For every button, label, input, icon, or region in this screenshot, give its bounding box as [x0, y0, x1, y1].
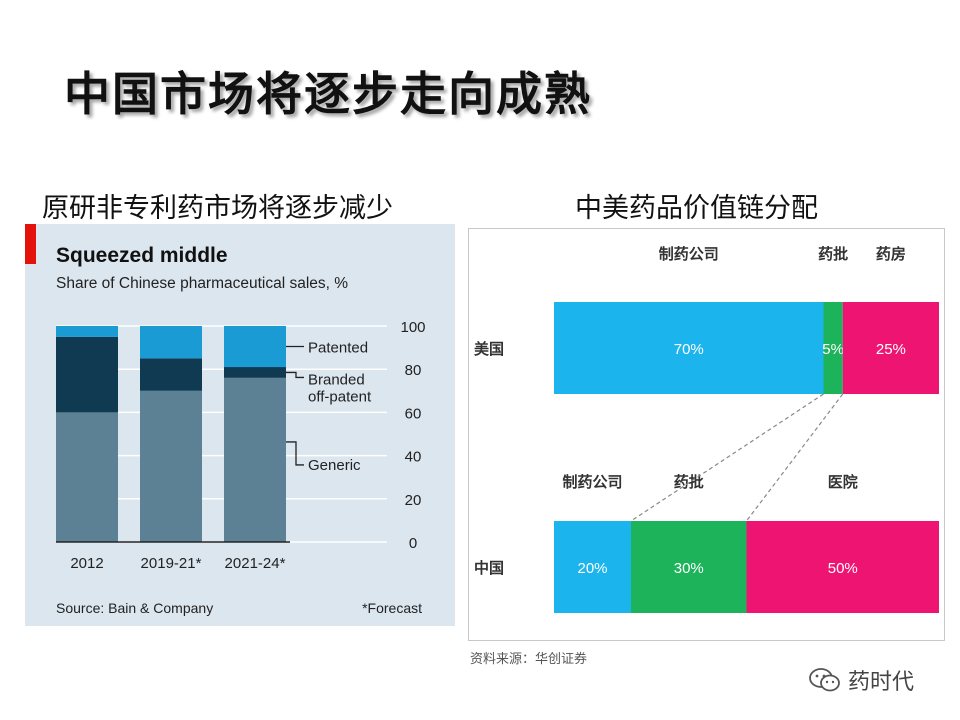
segment-value-label: 30% — [674, 560, 704, 577]
right-chart-source: 资料来源：华创证券 — [470, 652, 588, 667]
bar-segment — [224, 367, 286, 378]
segment-name-label: 药批 — [674, 473, 704, 491]
segment-value-label: 70% — [674, 341, 704, 358]
value-chain-chart: 美国 70% 制药公司 5% 药批 25% 药房中国 20% 制药公司 30% 药批 50% 医院 — [468, 228, 945, 641]
row-label: 美国 — [474, 340, 504, 358]
segment-name-label: 制药公司 — [659, 245, 719, 263]
bar-segment — [746, 521, 939, 613]
segment-value-label: 20% — [577, 560, 607, 577]
bar-segment — [554, 521, 631, 613]
squeezed-middle-chart: Squeezed middle Share of Chinese pharmac… — [25, 224, 455, 626]
legend-label: Patented — [308, 340, 368, 357]
legend-leader — [286, 441, 304, 466]
y-tick-label: 0 — [409, 535, 417, 552]
plot-area: 0 20 40 60 80 100 2012 2019-21* 2021-24* Patented… — [56, 319, 426, 572]
right-chart-heading: 中美药品价值链分配 — [575, 193, 818, 224]
bar-segment — [554, 302, 824, 394]
chart-source: Source: Bain & Company — [56, 600, 213, 616]
bar-segment — [56, 412, 118, 542]
bar-segment — [224, 377, 286, 542]
x-tick-label: 2021-24* — [225, 555, 286, 572]
chart-title: Squeezed middle — [56, 244, 228, 267]
segment-name-label: 医院 — [828, 473, 858, 491]
bar-segment — [823, 302, 843, 394]
slide-title: 中国市场将逐步走向成熟 — [64, 67, 592, 121]
connector-line — [746, 393, 844, 522]
bar-segment — [140, 390, 202, 542]
watermark: 药时代 — [808, 664, 914, 696]
legend-label: Generic — [308, 457, 361, 474]
x-tick-label: 2019-21* — [141, 555, 202, 572]
segment-value-label: 5% — [822, 341, 844, 358]
bar-segment — [224, 326, 286, 368]
left-chart-heading: 原研非专利药市场将逐步减少 — [42, 193, 393, 224]
bar-segment — [631, 521, 747, 613]
legend-label: Branded off-patent — [308, 371, 372, 405]
y-tick-label: 60 — [405, 405, 422, 422]
y-tick-label: 100 — [400, 319, 425, 336]
segment-value-label: 25% — [876, 341, 906, 358]
row-label: 中国 — [474, 559, 504, 577]
y-tick-label: 20 — [405, 492, 422, 509]
y-tick-label: 80 — [405, 362, 422, 379]
bar-segment — [842, 302, 939, 394]
chart-note: *Forecast — [362, 600, 422, 616]
red-accent-bar — [25, 224, 36, 264]
legend-leader — [286, 371, 304, 379]
watermark-text: 药时代 — [848, 670, 915, 695]
bar-segment — [56, 326, 118, 337]
y-tick-label: 40 — [405, 449, 422, 466]
x-tick-label: 2012 — [70, 555, 103, 572]
segment-name-label: 药房 — [876, 245, 906, 263]
connector-line — [630, 393, 824, 522]
wechat-icon — [809, 668, 840, 692]
segment-name-label: 药批 — [818, 245, 848, 263]
bar-segment — [56, 336, 118, 413]
bar-segment — [140, 358, 202, 391]
segment-name-label: 制药公司 — [562, 473, 622, 491]
chart-subtitle: Share of Chinese pharmaceutical sales, % — [56, 275, 348, 292]
segment-value-label: 50% — [828, 560, 858, 577]
bar-segment — [140, 326, 202, 359]
